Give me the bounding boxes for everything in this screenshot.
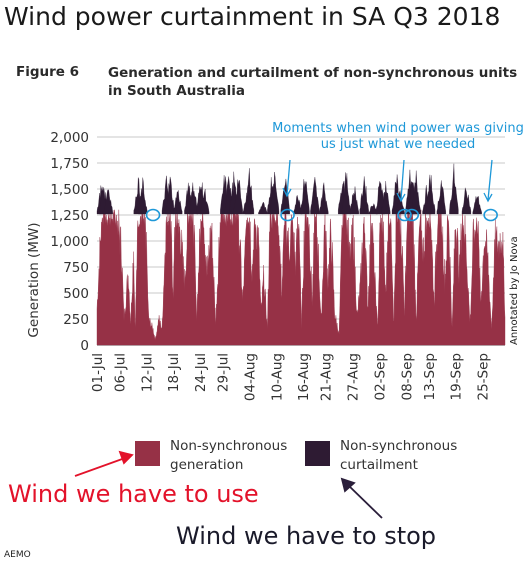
x-tick-label: 01-Jul <box>90 353 106 392</box>
x-tick-label: 25-Sep <box>476 353 492 401</box>
annotation-circle <box>483 208 498 222</box>
x-tick-label: 27-Aug <box>346 353 362 401</box>
annotation-moments: Moments when wind power was giving us ju… <box>272 121 524 153</box>
arrow-to-moment-1 <box>282 159 292 198</box>
y-tick-label: 1,500 <box>50 182 89 198</box>
annotation-wind-stop: Wind we have to stop <box>176 522 437 550</box>
plot-area <box>96 163 506 346</box>
y-tick-label: 0 <box>80 338 89 354</box>
legend-label-generation: Non-synchronous generation <box>170 438 288 473</box>
arrow-to-curtailment <box>340 477 383 519</box>
x-tick-label: 08-Sep <box>399 353 415 401</box>
x-tick-label: 02-Sep <box>372 353 388 401</box>
source-label: AEMO <box>4 550 31 560</box>
y-axis-label: Generation (MW) <box>26 222 42 337</box>
x-tick-label: 24-Jul <box>193 353 209 392</box>
curtailment-peak <box>269 171 280 215</box>
arrow-to-moment-3 <box>483 159 493 203</box>
curtailment-peak <box>319 182 329 215</box>
y-tick-label: 2,000 <box>50 130 89 146</box>
x-tick-labels: 01-Jul 06-Jul 12-Jul 18-Jul 24-Jul 29-Jul 04-A… <box>90 353 492 401</box>
y-tick-label: 500 <box>63 286 89 302</box>
main-title: Wind power curtainment in SA Q3 2018 <box>4 2 501 31</box>
curtailment-peak <box>449 163 459 215</box>
curtailment-peak <box>244 168 255 215</box>
arrow-to-moment-2 <box>396 159 406 203</box>
annotation-wind-use: Wind we have to use <box>8 480 259 508</box>
curtailment-peak <box>411 170 421 215</box>
curtailment-peak <box>258 201 268 215</box>
chart: Generation (MW) 0 250 500 750 1,000 1,250 1,50… <box>26 130 506 401</box>
curtailment-peak <box>349 186 359 215</box>
curtailment-peak <box>173 190 183 215</box>
curtailment-peak <box>425 174 436 215</box>
x-tick-label: 06-Jul <box>112 353 128 392</box>
curtailment-peak <box>359 176 369 215</box>
x-tick-label: 04-Aug <box>242 353 258 401</box>
y-tick-labels: 0 250 500 750 1,000 1,250 1,500 1,750 2,000 <box>50 130 89 354</box>
curtailment-peak <box>199 188 210 215</box>
x-tick-label: 29-Jul <box>216 353 232 392</box>
curtailment-peak <box>138 177 148 215</box>
curtailment-peak <box>310 177 320 215</box>
curtailment-peak <box>472 195 482 215</box>
y-tick-label: 1,250 <box>50 208 89 224</box>
annotation-circle <box>404 208 420 222</box>
curtailment-peak <box>233 179 243 215</box>
y-tick-label: 1,000 <box>50 234 89 250</box>
x-tick-label: 16-Aug <box>296 353 312 401</box>
curtailment-peak <box>280 178 290 215</box>
annotation-circle <box>145 208 161 222</box>
curtailment-peak <box>300 179 310 215</box>
annotation-circle <box>397 208 412 222</box>
annotation-circles <box>145 208 498 222</box>
x-tick-label: 12-Jul <box>139 353 155 392</box>
y-tick-label: 250 <box>63 312 89 328</box>
figure-label: Figure 6 <box>16 64 80 80</box>
curtailment-peak <box>341 172 351 215</box>
x-tick-label: 21-Aug <box>319 353 335 401</box>
legend-swatch-generation <box>135 441 160 466</box>
legend-label-curtailment: Non-synchronous curtailment <box>340 438 458 473</box>
annotation-circle <box>280 208 295 222</box>
curtailment-peak <box>381 181 391 215</box>
curtailment-peak <box>103 189 113 215</box>
legend-swatch-curtailment <box>305 441 330 466</box>
x-tick-label: 18-Jul <box>166 353 182 392</box>
curtailment-peak <box>436 180 446 215</box>
y-tick-label: 750 <box>63 260 89 276</box>
y-tick-label: 1,750 <box>50 156 89 172</box>
arrow-to-generation <box>74 450 134 477</box>
x-tick-label: 13-Sep <box>422 353 438 401</box>
series-generation-area <box>96 209 506 346</box>
x-tick-label: 10-Aug <box>269 353 285 401</box>
figure-title: Generation and curtailment of non-synchr… <box>108 65 518 100</box>
curtailment-peak <box>461 187 472 215</box>
x-tick-label: 19-Sep <box>449 353 465 401</box>
